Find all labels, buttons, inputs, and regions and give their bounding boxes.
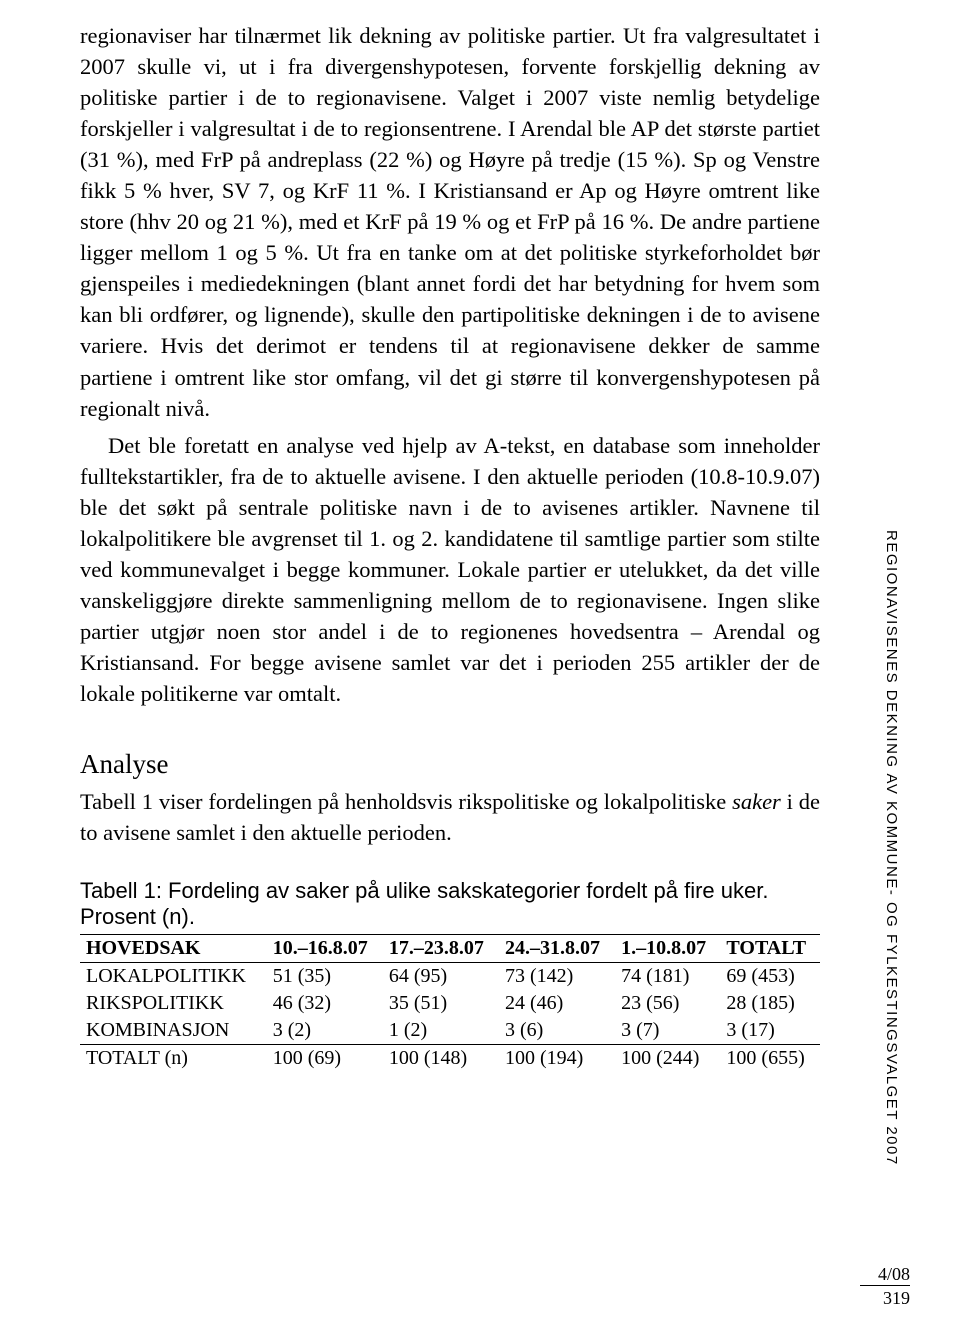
table1-col-0: HOVEDSAK (80, 935, 267, 963)
cell: 35 (51) (383, 990, 499, 1017)
running-head-vertical: REGIONAVISENES DEKNING AV KOMMUNE- OG FY… (883, 530, 900, 1166)
cell: 24 (46) (499, 990, 615, 1017)
footer-issue: 4/08 (860, 1264, 910, 1286)
table1-col-3: 24.–31.8.07 (499, 935, 615, 963)
analyse-intro: Tabell 1 viser fordelingen på henholdsvi… (80, 786, 820, 848)
footer-page: 319 (860, 1288, 910, 1310)
cell: 100 (69) (267, 1045, 383, 1073)
table1-caption-line1: Tabell 1: Fordeling av saker på ulike sa… (80, 878, 768, 903)
paragraph-1: regionaviser har tilnærmet lik dekning a… (80, 20, 820, 424)
footer-rule (860, 1285, 910, 1286)
analyse-intro-text-a: Tabell 1 viser fordelingen på henholdsvi… (80, 789, 732, 814)
cell: 3 (17) (720, 1017, 820, 1045)
table1-col-2: 17.–23.8.07 (383, 935, 499, 963)
table-row: TOTALT (n) 100 (69) 100 (148) 100 (194) … (80, 1045, 820, 1073)
cell: 3 (2) (267, 1017, 383, 1045)
table-row: KOMBINASJON 3 (2) 1 (2) 3 (6) 3 (7) 3 (1… (80, 1017, 820, 1045)
heading-analyse: Analyse (80, 749, 820, 780)
cell: RIKSPOLITIKK (80, 990, 267, 1017)
table1-col-5: TOTALT (720, 935, 820, 963)
cell: 3 (6) (499, 1017, 615, 1045)
table1-col-4: 1.–10.8.07 (615, 935, 720, 963)
cell: 3 (7) (615, 1017, 720, 1045)
cell: 100 (655) (720, 1045, 820, 1073)
cell: 69 (453) (720, 963, 820, 991)
cell: 51 (35) (267, 963, 383, 991)
table1-col-1: 10.–16.8.07 (267, 935, 383, 963)
table1-caption-line2: Prosent (n). (80, 904, 195, 929)
cell: 74 (181) (615, 963, 720, 991)
cell: KOMBINASJON (80, 1017, 267, 1045)
cell: 28 (185) (720, 990, 820, 1017)
cell: 100 (148) (383, 1045, 499, 1073)
cell: TOTALT (n) (80, 1045, 267, 1073)
analyse-intro-italic: saker (732, 789, 781, 814)
cell: 1 (2) (383, 1017, 499, 1045)
table-row: LOKALPOLITIKK 51 (35) 64 (95) 73 (142) 7… (80, 963, 820, 991)
cell: 64 (95) (383, 963, 499, 991)
table-row: RIKSPOLITIKK 46 (32) 35 (51) 24 (46) 23 … (80, 990, 820, 1017)
cell: LOKALPOLITIKK (80, 963, 267, 991)
cell: 73 (142) (499, 963, 615, 991)
page-footer: 4/08 319 (860, 1264, 910, 1310)
cell: 23 (56) (615, 990, 720, 1017)
cell: 100 (244) (615, 1045, 720, 1073)
cell: 100 (194) (499, 1045, 615, 1073)
paragraph-2: Det ble foretatt en analyse ved hjelp av… (80, 430, 820, 709)
table1: HOVEDSAK 10.–16.8.07 17.–23.8.07 24.–31.… (80, 934, 820, 1072)
cell: 46 (32) (267, 990, 383, 1017)
table1-header-row: HOVEDSAK 10.–16.8.07 17.–23.8.07 24.–31.… (80, 935, 820, 963)
table1-caption: Tabell 1: Fordeling av saker på ulike sa… (80, 878, 820, 930)
